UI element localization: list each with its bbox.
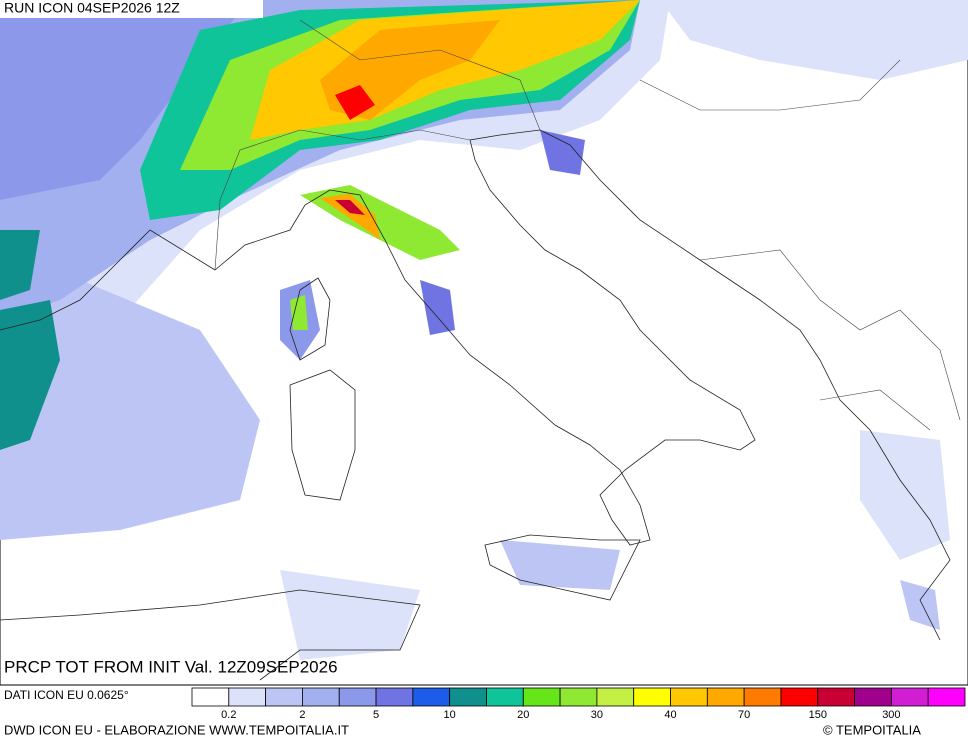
precip-field (0, 230, 60, 450)
legend-label: 20 (517, 709, 529, 721)
precip-field (420, 130, 585, 335)
coastline (0, 589, 421, 681)
legend-swatch (265, 687, 303, 707)
legend-swatch (302, 687, 340, 707)
coastline (289, 369, 356, 501)
legend-label: 2 (299, 709, 305, 721)
legend-label: 5 (373, 709, 379, 721)
precip-field (280, 430, 950, 660)
legend-label: 0.2 (221, 709, 236, 721)
coastline (289, 277, 331, 361)
legend-swatch (412, 687, 451, 707)
legend-swatch (743, 687, 782, 707)
legend-swatch (449, 687, 487, 707)
source-label: DATI ICON EU 0.0625° (4, 688, 129, 702)
precip-field (660, 0, 968, 80)
map-caption: PRCP TOT FROM INIT Val. 12Z09SEP2026 (4, 657, 338, 676)
legend-swatch (890, 687, 929, 707)
legend-label: 10 (444, 709, 456, 721)
copyright: © TEMPOITALIA (823, 722, 921, 737)
legend-swatch (633, 687, 671, 707)
precip-field (0, 0, 250, 200)
run-label: RUN ICON 04SEP2026 12Z (4, 0, 180, 16)
legend-swatch (817, 687, 855, 707)
precip-field (320, 194, 380, 240)
legend-label: 40 (664, 709, 676, 721)
legend-swatch (854, 687, 892, 707)
coastline (484, 534, 641, 601)
credit: DWD ICON EU - ELABORAZIONE WWW.TEMPOITAL… (4, 722, 349, 737)
legend-label: 150 (809, 709, 827, 721)
legend-swatch (338, 687, 377, 707)
precip-field (0, 280, 260, 540)
legend-label: 300 (882, 709, 900, 721)
legend-swatch (375, 687, 414, 707)
legend-swatch (191, 687, 230, 707)
coastline (0, 229, 216, 331)
legend: DATI ICON EU 0.0625° 0.2 2 5 10 20 30 40 70 150 3… (4, 687, 966, 721)
legend-swatch (596, 687, 635, 707)
legend-swatch (486, 687, 524, 707)
map: RUN ICON 04SEP2026 12Z PRCP TOT FROM INI… (0, 0, 968, 686)
legend-label: 70 (738, 709, 750, 721)
legend-swatch (522, 687, 561, 707)
precip-field (335, 200, 365, 215)
precip-field (335, 85, 375, 120)
legend-swatch (927, 687, 966, 707)
legend-swatch (706, 687, 745, 707)
legend-label: 30 (591, 709, 603, 721)
run-label-bg (0, 0, 263, 18)
precip-field (290, 295, 308, 330)
legend-swatch (559, 687, 598, 707)
border (214, 19, 961, 431)
precip-field (500, 540, 940, 630)
legend-swatch (228, 687, 267, 707)
legend-swatch (670, 687, 708, 707)
legend-swatch (780, 687, 819, 707)
